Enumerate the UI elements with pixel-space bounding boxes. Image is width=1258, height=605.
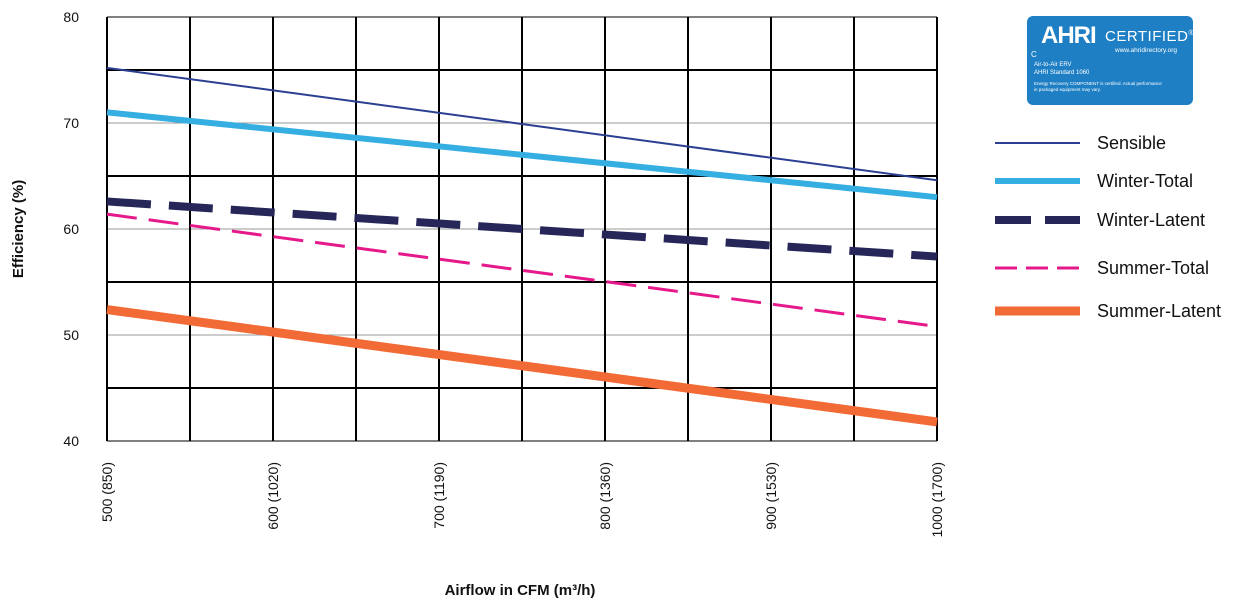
x-tick-label: 600 (1020) xyxy=(265,462,281,530)
x-tick-label: 1000 (1700) xyxy=(929,462,945,538)
x-tick-label: 700 (1190) xyxy=(431,462,447,529)
y-tick-label: 60 xyxy=(63,221,79,237)
legend-label-summer-total: Summer-Total xyxy=(1097,258,1209,278)
x-tick-label: 500 (850) xyxy=(99,462,115,522)
ahri-certified-text: CERTIFIED® xyxy=(1105,28,1193,45)
y-tick-label: 50 xyxy=(63,327,79,343)
ahri-disclaimer-2: in packaged equipment may vary. xyxy=(1034,87,1101,92)
legend-label-winter-total: Winter-Total xyxy=(1097,171,1193,191)
ahri-product-type: Air-to-Air ERV xyxy=(1034,62,1072,68)
y-tick-label: 70 xyxy=(63,115,79,131)
ahri-url: www.ahridirectory.org xyxy=(1115,47,1177,54)
ahri-certified-label: CERTIFIED xyxy=(1105,28,1188,45)
x-tick-label: 900 (1530) xyxy=(763,462,779,530)
legend-label-summer-latent: Summer-Latent xyxy=(1097,301,1221,321)
y-axis-label: Efficiency (%) xyxy=(10,180,27,278)
x-tick-label: 800 (1360) xyxy=(597,462,613,530)
ahri-registered-mark: ® xyxy=(1188,30,1193,37)
ahri-certified-badge: AHRI CERTIFIED® www.ahridirectory.org C … xyxy=(1027,16,1193,105)
ahri-logo: AHRI xyxy=(1041,22,1096,50)
ahri-disclaimer-1: Energy Recovery COMPONENT is certified. … xyxy=(1034,81,1162,86)
y-tick-label: 40 xyxy=(63,433,79,449)
legend-label-sensible: Sensible xyxy=(1097,133,1166,153)
ahri-c-mark: C xyxy=(1031,50,1037,59)
ahri-standard: AHRI Standard 1060 xyxy=(1034,70,1089,76)
legend-label-winter-latent: Winter-Latent xyxy=(1097,210,1205,230)
x-axis-label: Airflow in CFM (m³/h) xyxy=(445,582,596,599)
y-tick-label: 80 xyxy=(63,9,79,25)
